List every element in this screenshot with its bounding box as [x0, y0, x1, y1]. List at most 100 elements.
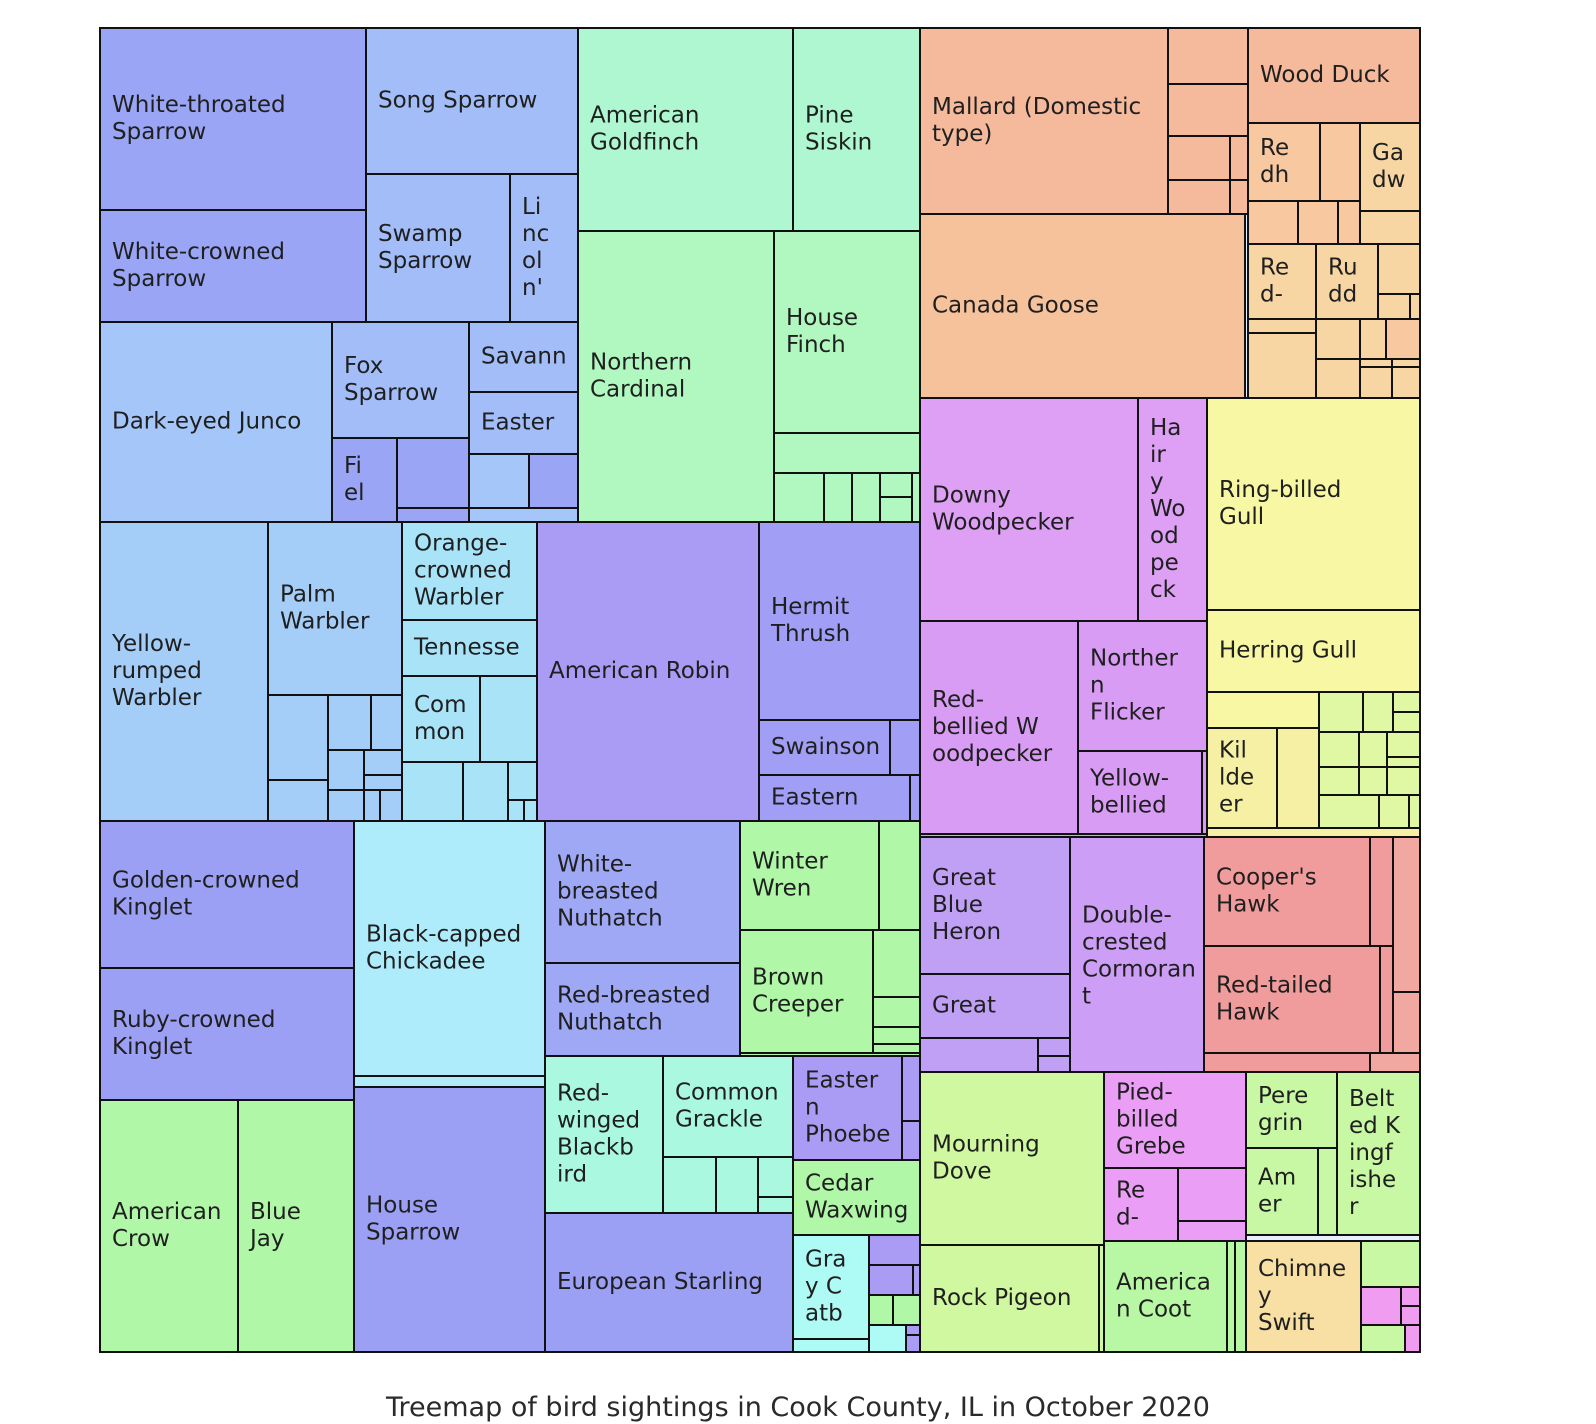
treemap-tile-small: [1234, 1240, 1247, 1353]
treemap-tile-small: [1319, 122, 1361, 202]
treemap-tile-small: [1337, 200, 1361, 245]
treemap-tile-small: [1247, 200, 1299, 245]
treemap-tile-small: [879, 496, 913, 523]
treemap-tile-small: [1359, 318, 1387, 360]
treemap-tile-herring-gull: [1206, 609, 1421, 693]
treemap-tile-bluejay: [237, 1099, 355, 1353]
treemap-tile-rock-pigeon: [919, 1244, 1100, 1353]
treemap-tile-small: [396, 437, 470, 509]
treemap-tile-small: [1359, 210, 1421, 245]
treemap-tile-small: [1391, 358, 1421, 368]
treemap-tile-small: [1392, 711, 1421, 733]
treemap-tile-small: [363, 749, 403, 776]
treemap-tile-small: [757, 1196, 794, 1214]
treemap-tile-small: [1177, 1167, 1247, 1222]
treemap-tile-small: [1318, 731, 1360, 768]
treemap-tile-small: [1167, 27, 1249, 85]
treemap-tile-swainson: [758, 719, 891, 776]
treemap-tile-black-cappedchickadee: [353, 820, 546, 1077]
treemap-tile-small: [1386, 756, 1421, 768]
treemap-tile-small: [872, 996, 921, 1028]
treemap-tile-label: Pere grin: [1258, 1083, 1308, 1136]
treemap-tile-small: [379, 789, 403, 822]
treemap-tile-label: Palm Warbler: [280, 582, 370, 635]
treemap-tile-small: [1167, 179, 1231, 215]
treemap-tile-label: House Sparrow: [366, 1193, 460, 1246]
treemap-tile-cedarwaxwing: [792, 1159, 921, 1236]
treemap-tile-small: [327, 694, 372, 751]
treemap-tile-redh: [1247, 122, 1321, 202]
treemap-tile-small: [1386, 731, 1421, 758]
treemap-tile-small: [1391, 366, 1421, 399]
treemap-tile-label: Ga dw: [1372, 140, 1405, 193]
treemap-tile-label: Golden-crowned Kinglet: [112, 868, 300, 921]
treemap-tile-small: [363, 774, 403, 791]
treemap-tile-small: [868, 1264, 914, 1296]
treemap-tile-small: [401, 761, 464, 822]
treemap-tile-amer: [1245, 1147, 1319, 1236]
treemap-tile-small: [1358, 766, 1388, 796]
treemap-tile-small: [1037, 1055, 1071, 1073]
treemap-tile-label: Savann: [481, 344, 567, 370]
treemap-tile-label: Herring Gull: [1219, 638, 1357, 664]
treemap-tile-peregrin: [1245, 1071, 1338, 1149]
treemap-tile-label: Common Grackle: [675, 1080, 779, 1133]
treemap-tile-small: [1409, 293, 1421, 320]
treemap-tile-label: Eastern: [771, 785, 858, 811]
treemap-tile-label: Fox Sparrow: [344, 353, 438, 406]
treemap-tile-mourningdove: [919, 1071, 1105, 1246]
treemap-tile-label: Pied-billed Grebe: [1116, 1080, 1186, 1160]
treemap-tile-label: Red-tailed Hawk: [1216, 973, 1333, 1026]
treemap-tile-small: [901, 1120, 921, 1161]
treemap-tile-european-starling: [544, 1212, 794, 1353]
treemap-tile-small: [905, 1324, 921, 1336]
treemap-tile-small: [1203, 1052, 1371, 1073]
treemap-tile-small: [773, 432, 921, 474]
treemap-tiles: [99, 27, 1421, 1353]
treemap-tile-label: Hermit Thrush: [770, 594, 850, 647]
treemap-tile-label: White-crowned Sparrow: [112, 239, 285, 292]
treemap-tile-label: White-breasted Nuthatch: [557, 852, 663, 932]
treemap-tile-label: Great: [932, 993, 996, 1019]
treemap-tile-label: Blue Jay: [248, 1199, 301, 1252]
treemap-tile-wood-duck: [1247, 27, 1421, 124]
treemap-tile-label: America n Coot: [1116, 1270, 1211, 1323]
treemap-tile-label: Black-capped Chickadee: [366, 922, 521, 975]
treemap-tile-label: Tennesse: [413, 635, 520, 661]
treemap-tile-small: [1318, 691, 1364, 733]
treemap-tile-small: [1378, 794, 1410, 829]
treemap-tile-small: [1037, 1037, 1071, 1057]
treemap-tile-small: [353, 1075, 546, 1088]
treemap-tile-americancrow: [99, 1099, 239, 1353]
treemap-tile-small: [528, 453, 579, 509]
treemap-tile-dark-eyed-junco: [99, 321, 333, 523]
treemap-tile-red-breastednuthatch: [544, 962, 741, 1057]
treemap-tile-ruby-crownedkinglet: [99, 967, 355, 1101]
treemap-tile-american-robin: [536, 521, 760, 822]
treemap-tile-small: [327, 749, 365, 791]
treemap-tile-small: [1247, 332, 1317, 399]
treemap-tile-small: [909, 774, 921, 822]
treemap-tile-label: House Finch: [786, 305, 858, 358]
treemap-tile-label: Winter Wren: [752, 849, 828, 902]
treemap-tile-label: Northern Cardinal: [590, 350, 692, 403]
treemap-tile-small: [878, 820, 921, 931]
treemap-tile-label: Com mon: [414, 692, 467, 745]
treemap-tile-small: [912, 1264, 921, 1296]
treemap-tile-label: Am er: [1258, 1165, 1296, 1218]
treemap-tile-lincoln: [509, 173, 579, 323]
treemap-tile-label: American Goldfinch: [590, 103, 699, 156]
treemap-tile-label: Re dh: [1260, 135, 1289, 188]
treemap-tile-label: Canada Goose: [932, 293, 1099, 319]
treemap-tile-small: [479, 675, 538, 763]
treemap-chart: White-throated Sparrow White-crowned Sparro…: [99, 27, 1421, 1353]
treemap-tile-yellow-rumpedwarbler: [99, 521, 269, 822]
treemap-tile-small: [1229, 135, 1249, 181]
treemap-tile-label: Cedar Waxwing: [805, 1171, 908, 1224]
treemap-tile-red-tailedhawk: [1203, 945, 1381, 1054]
treemap-tile-label: Song Sparrow: [378, 88, 537, 114]
treemap-tile-label: Pine Siskin: [805, 103, 872, 156]
treemap-tile-label: Norther n Flicker: [1090, 646, 1178, 726]
treemap-tile-label: Fi el: [344, 453, 365, 506]
